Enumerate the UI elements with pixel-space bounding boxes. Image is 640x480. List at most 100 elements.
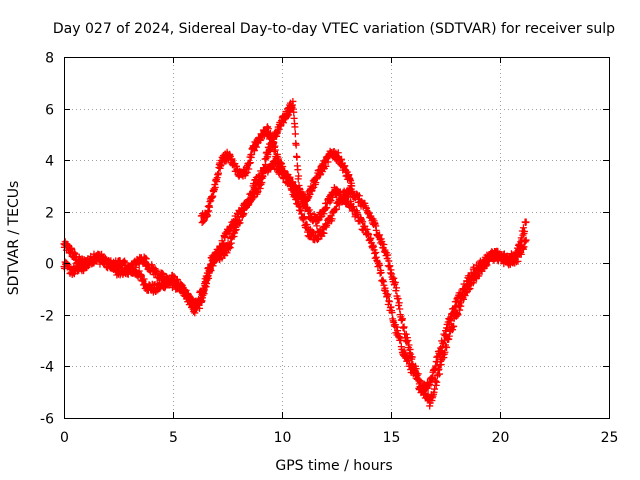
data-point: [284, 111, 292, 119]
data-point: [313, 222, 321, 230]
data-point: [441, 348, 449, 356]
data-point: [320, 229, 328, 237]
data-point: [245, 198, 253, 206]
grid-layer: [64, 57, 609, 418]
data-point: [236, 219, 244, 227]
data-point: [454, 311, 462, 319]
data-point: [270, 138, 278, 146]
data-point: [443, 344, 451, 352]
data-point: [293, 153, 301, 161]
data-point: [291, 130, 299, 138]
data-point: [355, 192, 363, 200]
y-tick-label: -4: [40, 360, 54, 376]
plot-frame: [64, 57, 610, 419]
data-point: [182, 286, 190, 294]
data-point: [450, 322, 458, 330]
x-tick-label: 5: [169, 430, 178, 446]
x-tick-label: 15: [383, 430, 401, 446]
y-axis-label: SDTVAR / TECUs: [6, 181, 22, 296]
data-point: [386, 262, 394, 270]
tick-layer: 0 5 10 15 20 25 -6 -4 -2 0 2 4 6 8: [40, 51, 618, 447]
data-point: [283, 112, 291, 120]
y-tick-label: -6: [40, 412, 54, 428]
data-point: [295, 172, 303, 180]
data-layer: [60, 97, 530, 410]
data-point: [226, 244, 234, 252]
data-point: [286, 173, 294, 181]
data-point: [303, 221, 311, 229]
data-point: [421, 385, 429, 393]
data-point: [391, 278, 399, 286]
data-point: [271, 146, 279, 154]
data-point: [522, 236, 530, 244]
x-tick-label: 25: [601, 430, 619, 446]
data-point: [433, 378, 441, 386]
data-point: [264, 151, 272, 159]
data-point: [384, 291, 392, 299]
x-axis-label: GPS time / hours: [275, 458, 392, 474]
data-point: [289, 97, 297, 105]
data-point: [257, 136, 265, 144]
y-tick-label: 8: [45, 51, 54, 67]
data-point: [358, 216, 366, 224]
data-point: [402, 330, 410, 338]
data-point: [276, 158, 284, 166]
data-point: [482, 262, 490, 270]
data-point: [300, 213, 308, 221]
data-point: [456, 306, 464, 314]
data-point: [195, 296, 203, 304]
data-point: [437, 347, 445, 355]
data-point: [141, 254, 149, 262]
data-point: [469, 279, 477, 287]
data-point: [466, 285, 474, 293]
y-tick-label: 0: [45, 257, 54, 273]
data-point: [313, 236, 321, 244]
series-track-b: [60, 157, 530, 410]
data-point: [395, 299, 403, 307]
data-point: [194, 301, 202, 309]
chart-title: Day 027 of 2024, Sidereal Day-to-day VTE…: [53, 21, 615, 37]
data-point: [69, 269, 77, 277]
y-tick-label: 6: [45, 103, 54, 119]
data-point: [253, 179, 261, 187]
data-point: [223, 249, 231, 257]
data-point: [246, 159, 254, 167]
data-point: [245, 165, 253, 173]
y-tick-label: 2: [45, 206, 54, 222]
data-point: [380, 241, 388, 249]
data-point: [294, 185, 302, 193]
data-point: [388, 309, 396, 317]
data-point: [451, 304, 459, 312]
data-point: [203, 276, 211, 284]
data-point: [417, 378, 425, 386]
data-point: [292, 141, 300, 149]
data-point: [228, 155, 236, 163]
data-point: [436, 370, 444, 378]
data-point: [405, 341, 413, 349]
data-point: [392, 284, 400, 292]
data-point: [408, 353, 416, 361]
data-point: [338, 196, 346, 204]
data-point: [384, 251, 392, 259]
data-point: [305, 206, 313, 214]
data-point: [253, 143, 261, 151]
x-tick-label: 0: [60, 430, 69, 446]
data-point: [211, 183, 219, 191]
data-point: [494, 247, 502, 255]
data-point: [328, 215, 336, 223]
data-point: [400, 323, 408, 331]
data-point: [326, 198, 334, 206]
x-tick-label: 10: [274, 430, 292, 446]
data-point: [390, 274, 398, 282]
data-point: [279, 163, 287, 171]
data-point: [398, 315, 406, 323]
data-point: [259, 173, 267, 181]
data-point: [404, 337, 412, 345]
data-point: [416, 377, 424, 385]
data-point: [294, 166, 302, 174]
data-point: [264, 125, 272, 133]
data-point: [129, 267, 137, 275]
data-point: [249, 190, 257, 198]
data-point: [377, 269, 385, 277]
